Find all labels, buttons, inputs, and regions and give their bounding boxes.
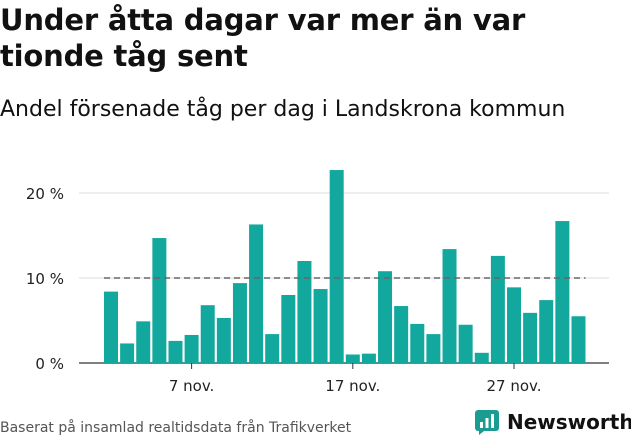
bar: [232, 283, 247, 363]
bar: [394, 306, 409, 363]
bar: [200, 305, 215, 363]
bar: [442, 249, 457, 363]
newsworthy-logo[interactable]: Newsworthy: [474, 407, 631, 437]
bar: [136, 321, 151, 363]
bar: [216, 317, 231, 363]
bar: [249, 224, 264, 363]
bar: [571, 316, 586, 363]
bar: [555, 221, 570, 363]
bar: [361, 353, 376, 363]
x-tick-label: 27 nov.: [486, 377, 541, 395]
bar: [313, 289, 328, 363]
bar: [297, 261, 312, 363]
bar: [184, 334, 199, 363]
bar: [410, 323, 425, 363]
bar: [539, 300, 554, 363]
x-tick-label: 7 nov.: [169, 377, 214, 395]
bar: [507, 287, 521, 363]
y-tick-label: 0 %: [35, 355, 64, 373]
bar: [281, 295, 296, 363]
bar: [345, 354, 360, 363]
bar: [168, 340, 183, 363]
y-tick-label: 10 %: [26, 270, 64, 288]
source-note: Baserat på insamlad realtidsdata från Tr…: [0, 420, 352, 436]
bar: [426, 334, 441, 363]
bar: [474, 352, 489, 363]
bar: [458, 324, 473, 363]
bar: [490, 255, 505, 363]
bar: [265, 334, 280, 363]
chart-subtitle: Andel försenade tåg per dag i Landskrona…: [0, 97, 566, 122]
bar: [152, 238, 167, 363]
newsworthy-logo-icon: [475, 410, 499, 435]
x-tick-label: 17 nov.: [325, 377, 380, 395]
bar: [523, 312, 538, 363]
bar: [329, 170, 344, 363]
y-tick-label: 20 %: [26, 185, 64, 203]
bar: [104, 291, 118, 363]
bar: [378, 271, 393, 363]
bar: [120, 343, 135, 363]
brand-name: Newsworthy: [507, 410, 631, 434]
chart-title: Under åtta dagar var mer än var tionde t…: [0, 3, 526, 73]
